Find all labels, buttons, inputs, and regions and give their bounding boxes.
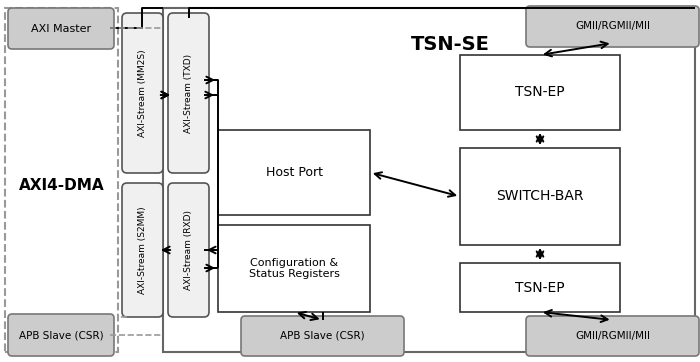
Bar	[460, 148, 620, 245]
FancyBboxPatch shape	[241, 316, 404, 356]
Text: AXI Master: AXI Master	[31, 24, 91, 34]
Text: Host Port: Host Port	[265, 166, 323, 179]
FancyBboxPatch shape	[526, 6, 699, 47]
FancyBboxPatch shape	[526, 316, 699, 356]
Text: AXI-Stream (S2MM): AXI-Stream (S2MM)	[138, 206, 147, 294]
Text: AXI-Stream (RXD): AXI-Stream (RXD)	[184, 210, 193, 290]
FancyBboxPatch shape	[122, 183, 163, 317]
Text: GMII/RGMII/MII: GMII/RGMII/MII	[575, 21, 650, 31]
Bar	[218, 130, 370, 215]
Text: APB Slave (CSR): APB Slave (CSR)	[280, 331, 365, 341]
Text: AXI-Stream (MM2S): AXI-Stream (MM2S)	[138, 49, 147, 137]
FancyBboxPatch shape	[122, 13, 163, 173]
Text: TSN-EP: TSN-EP	[515, 281, 565, 295]
Text: Configuration &
Status Registers: Configuration & Status Registers	[248, 258, 340, 279]
Text: SWITCH-BAR: SWITCH-BAR	[496, 189, 584, 203]
Text: GMII/RGMII/MII: GMII/RGMII/MII	[575, 331, 650, 341]
Bar	[5, 8, 118, 352]
FancyBboxPatch shape	[168, 183, 209, 317]
Text: TSN-EP: TSN-EP	[515, 85, 565, 100]
Text: APB Slave (CSR): APB Slave (CSR)	[19, 330, 104, 340]
FancyBboxPatch shape	[8, 8, 114, 49]
Bar	[460, 55, 620, 130]
Bar	[218, 225, 370, 312]
Bar	[163, 8, 695, 352]
Bar	[460, 263, 620, 312]
FancyBboxPatch shape	[8, 314, 114, 356]
Text: TSN-SE: TSN-SE	[411, 35, 489, 55]
Text: AXI-Stream (TXD): AXI-Stream (TXD)	[184, 54, 193, 132]
FancyBboxPatch shape	[168, 13, 209, 173]
Text: AXI4-DMA: AXI4-DMA	[19, 177, 104, 193]
